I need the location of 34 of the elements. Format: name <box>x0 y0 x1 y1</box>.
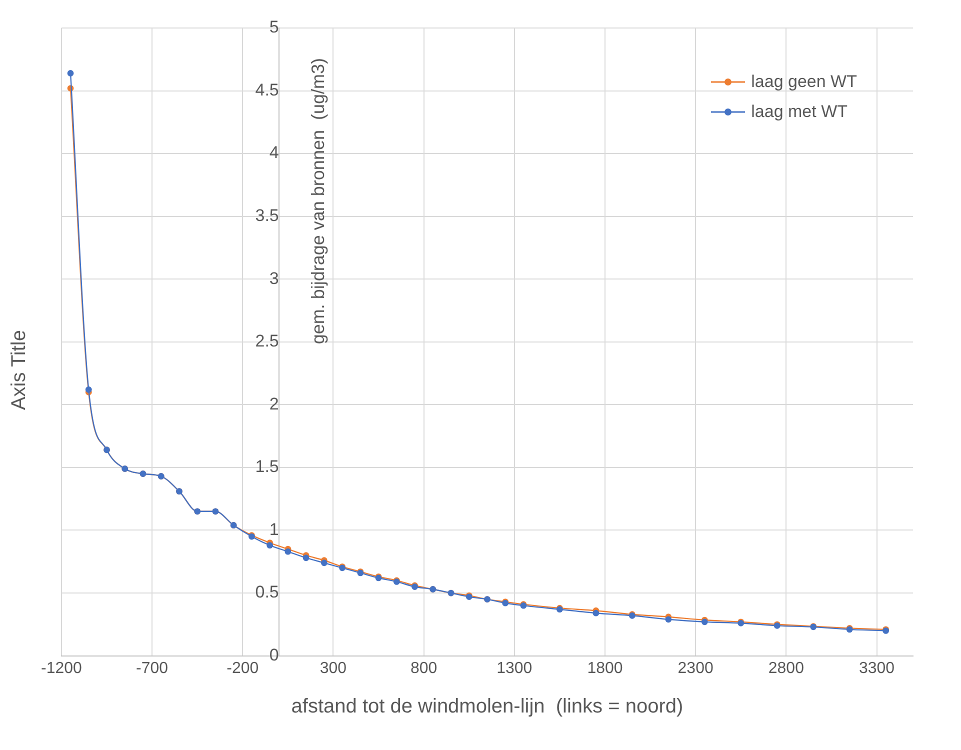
x-tick-label: -700 <box>136 660 168 677</box>
point <box>592 610 600 616</box>
y-tick-label: 3 <box>269 268 279 288</box>
legend-label: laag met WT <box>751 102 848 122</box>
x-tick-label: 300 <box>320 660 347 677</box>
y-tick-label: 0 <box>269 645 279 664</box>
point <box>302 554 310 562</box>
y-axis-title: Axis Title <box>8 330 31 411</box>
y-tick-label: 2.5 <box>255 332 279 351</box>
point <box>67 70 74 76</box>
y-tick-label: 4 <box>269 143 279 162</box>
x-tick-label: -200 <box>226 660 259 677</box>
y-tick-label: 1.5 <box>255 457 279 476</box>
y-tick-label: 3.5 <box>255 206 279 226</box>
x-tick-label: 2300 <box>678 660 714 677</box>
point <box>85 386 92 393</box>
x-axis-title: afstand tot de windmolen-lijn (links = noord) <box>291 696 684 718</box>
x-tick-label: 3300 <box>858 660 895 677</box>
x-tick-label: -1200 <box>41 660 82 677</box>
x-tick-label: 1800 <box>587 660 623 677</box>
y-tick-label: 2 <box>269 394 279 414</box>
x-tick-label: 1300 <box>496 660 532 677</box>
y-tick-label: 0.5 <box>255 582 279 602</box>
y-tick-label: 4.5 <box>255 80 279 100</box>
point <box>665 616 672 623</box>
y-tick-label: 1 <box>269 520 279 539</box>
point <box>284 548 292 555</box>
x-tick-label: 800 <box>410 660 438 677</box>
legend-label: laag geen WT <box>751 72 857 92</box>
x-tick-label: 2800 <box>768 660 804 677</box>
point <box>266 542 274 549</box>
annotation: gem. bijdrage van bronnen (ug/m3) <box>308 58 328 344</box>
y-tick-label: 5 <box>269 18 279 37</box>
point <box>320 560 328 566</box>
